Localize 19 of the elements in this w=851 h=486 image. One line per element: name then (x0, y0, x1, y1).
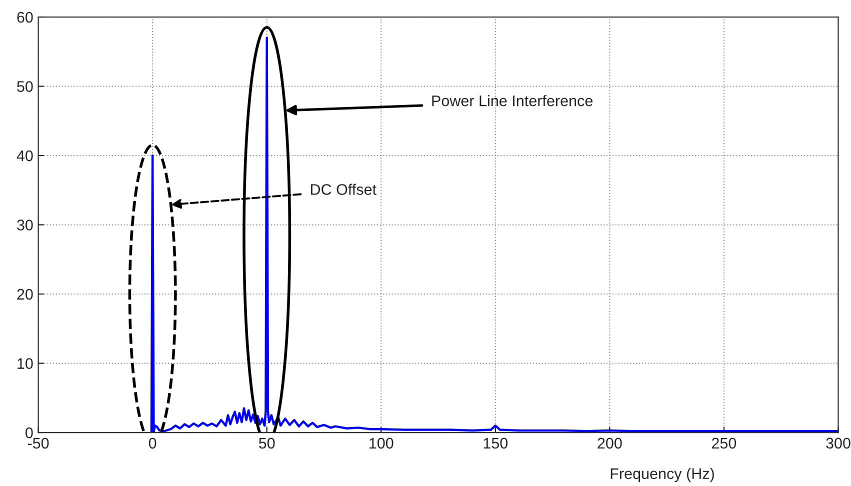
x-tick-label: 100 (370, 438, 394, 449)
y-tick-label: 60 (17, 12, 33, 23)
x-tick-label: 300 (826, 438, 850, 449)
annotation: DC Offset (311, 184, 376, 195)
x-tick-label: 0 (148, 438, 156, 449)
y-tick-label: 50 (17, 81, 33, 92)
x-tick-label: 50 (258, 438, 275, 449)
x-tick-label: 200 (598, 438, 622, 449)
y-tick-label: 10 (18, 358, 33, 369)
x-tick-label: 250 (712, 438, 736, 449)
x-tick-label: -50 (28, 438, 49, 449)
annotation: Power Line Interference (432, 95, 592, 106)
x-tick-label: 150 (484, 438, 508, 449)
y-tick-label: 20 (17, 288, 33, 300)
x-axis-title: Frequency (Hz) (610, 468, 714, 482)
y-tick-label: 0 (26, 427, 33, 438)
y-tick-label: 40 (16, 150, 33, 162)
y-tick-label: 30 (17, 220, 33, 230)
line-series (150, 36, 838, 433)
